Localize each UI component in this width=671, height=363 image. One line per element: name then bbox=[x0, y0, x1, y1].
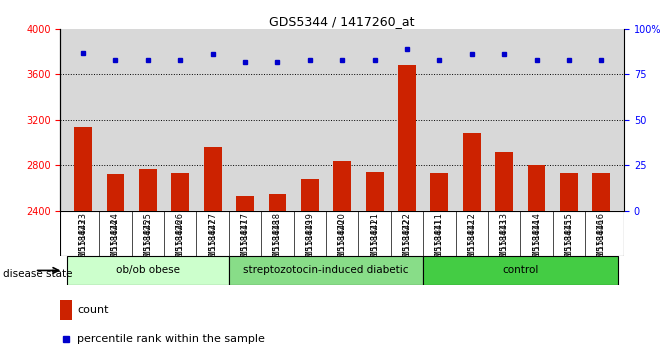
Text: GSM1518426: GSM1518426 bbox=[176, 212, 185, 268]
Text: GSM1518415: GSM1518415 bbox=[564, 212, 574, 268]
Text: control: control bbox=[502, 265, 539, 276]
Text: GSM1518412: GSM1518412 bbox=[467, 212, 476, 268]
Bar bbox=[301, 179, 319, 211]
Bar bbox=[107, 174, 124, 211]
Text: disease state: disease state bbox=[3, 269, 73, 279]
Title: GDS5344 / 1417260_at: GDS5344 / 1417260_at bbox=[270, 15, 415, 28]
Bar bbox=[229, 256, 423, 285]
Text: GSM1518421: GSM1518421 bbox=[370, 212, 379, 268]
Text: GSM1518425: GSM1518425 bbox=[144, 212, 152, 268]
Bar bbox=[423, 256, 617, 285]
Bar bbox=[560, 173, 578, 211]
Bar bbox=[592, 173, 610, 211]
Bar bbox=[431, 173, 448, 211]
Text: GSM1518418: GSM1518418 bbox=[273, 212, 282, 268]
Bar bbox=[333, 160, 351, 211]
Text: GSM1518414: GSM1518414 bbox=[532, 212, 541, 268]
Bar bbox=[139, 168, 157, 211]
Text: streptozotocin-induced diabetic: streptozotocin-induced diabetic bbox=[244, 265, 409, 276]
Bar bbox=[60, 211, 624, 256]
Bar bbox=[236, 196, 254, 211]
Text: ob/ob obese: ob/ob obese bbox=[116, 265, 180, 276]
Bar bbox=[204, 147, 221, 211]
Bar bbox=[527, 165, 546, 211]
Text: GSM1518417: GSM1518417 bbox=[240, 212, 250, 268]
Bar bbox=[366, 172, 384, 211]
Bar bbox=[171, 173, 189, 211]
Text: count: count bbox=[77, 305, 109, 315]
Text: percentile rank within the sample: percentile rank within the sample bbox=[77, 334, 265, 344]
Bar bbox=[74, 127, 92, 211]
Bar bbox=[60, 300, 72, 320]
Text: GSM1518424: GSM1518424 bbox=[111, 212, 120, 268]
Text: GSM1518411: GSM1518411 bbox=[435, 212, 444, 268]
Text: GSM1518420: GSM1518420 bbox=[338, 212, 347, 268]
Bar bbox=[398, 65, 416, 211]
Text: GSM1518419: GSM1518419 bbox=[305, 212, 314, 268]
Bar bbox=[463, 133, 480, 211]
Text: GSM1518416: GSM1518416 bbox=[597, 212, 606, 268]
Bar bbox=[67, 256, 229, 285]
Text: GSM1518422: GSM1518422 bbox=[403, 212, 411, 268]
Bar bbox=[495, 152, 513, 211]
Text: GSM1518423: GSM1518423 bbox=[79, 212, 87, 268]
Text: GSM1518413: GSM1518413 bbox=[500, 212, 509, 268]
Text: GSM1518427: GSM1518427 bbox=[208, 212, 217, 268]
Bar bbox=[268, 194, 287, 211]
